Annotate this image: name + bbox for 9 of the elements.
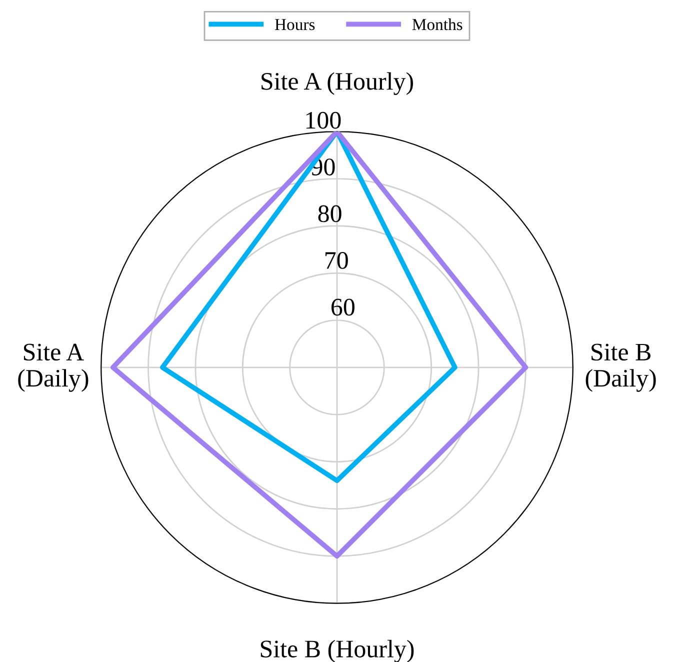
y-tick-label: 70 [326, 252, 348, 269]
spoke-label: Site A (Daily) [18, 344, 88, 392]
legend-label: Months [412, 18, 462, 30]
y-tick-label: 100 [306, 112, 341, 129]
y-tick-label: 80 [318, 205, 342, 222]
y-tick-label: 60 [332, 298, 354, 316]
legend-label: Hours [274, 19, 315, 30]
spoke-label: Site B (Daily) [586, 344, 656, 392]
spoke-label: Site A (Hourly) [262, 72, 413, 95]
